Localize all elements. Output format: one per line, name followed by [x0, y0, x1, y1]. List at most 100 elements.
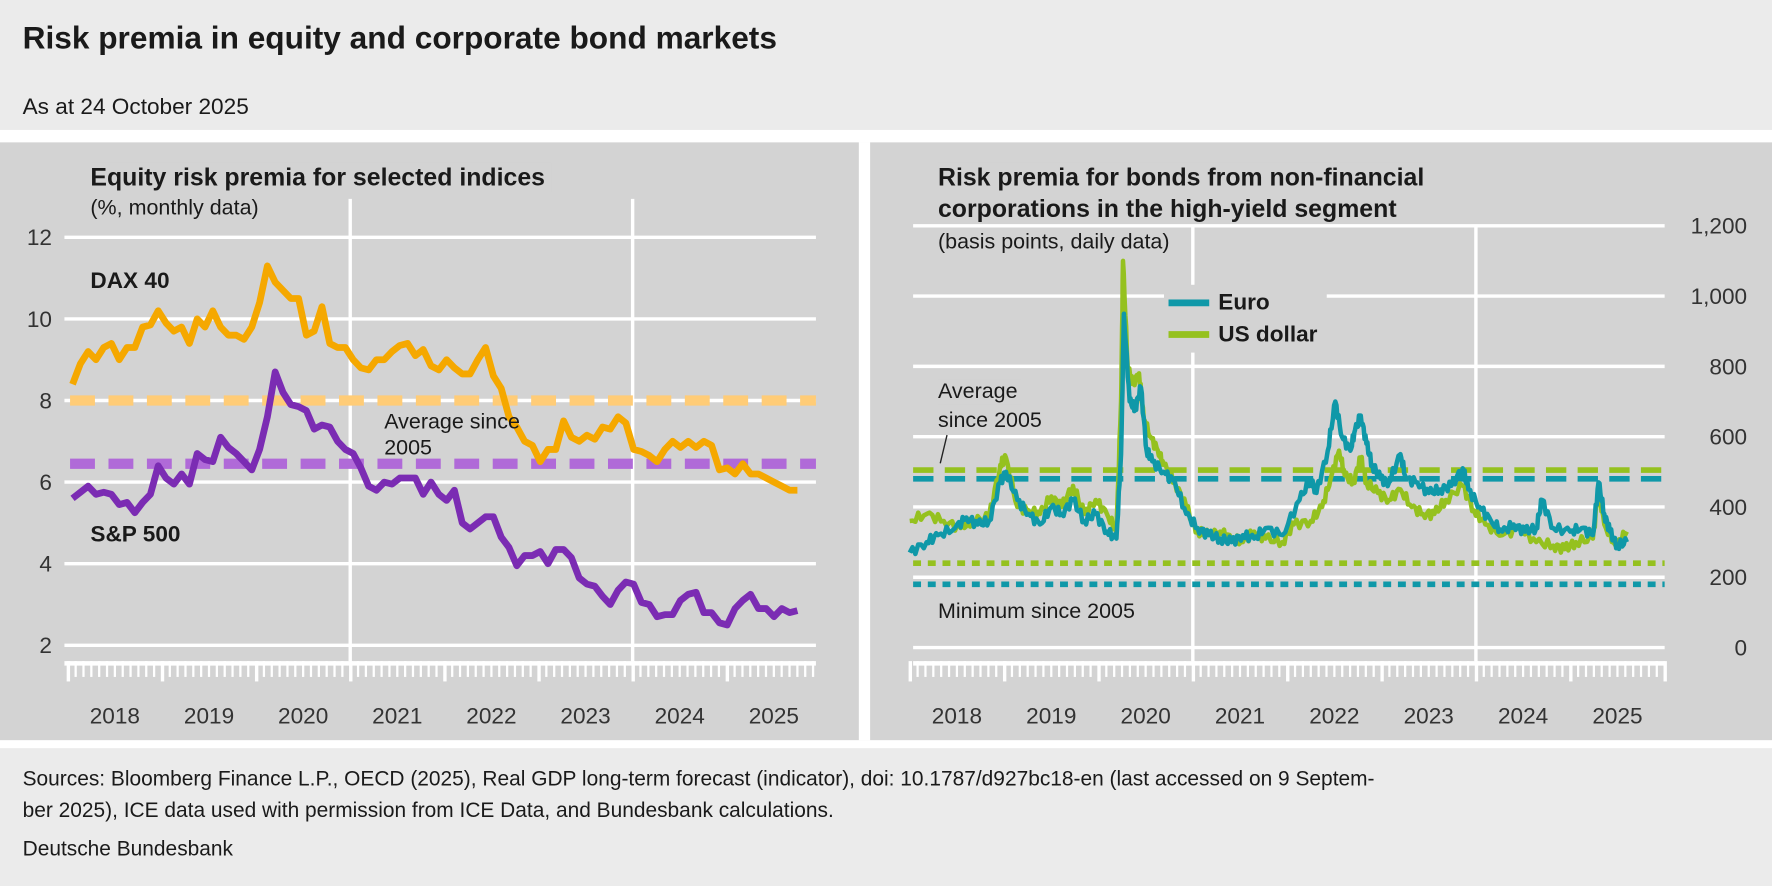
- x-axis-tick: [98, 661, 101, 677]
- x-axis-tick: [231, 661, 234, 677]
- x-axis-tick: [1183, 661, 1187, 677]
- x-axis-tick: [176, 661, 179, 677]
- x-tick-label: 2022: [1309, 703, 1359, 728]
- x-axis-tick: [1246, 661, 1249, 677]
- x-axis-tick: [1042, 661, 1045, 677]
- x-axis-tick: [764, 661, 768, 677]
- x-axis-tick: [1663, 661, 1667, 682]
- x-axis-tick: [623, 661, 626, 677]
- dax-label: DAX 40: [90, 268, 170, 294]
- y-tick-label: 2: [39, 633, 52, 658]
- x-axis-tick: [1278, 661, 1281, 677]
- x-axis-tick: [1223, 661, 1226, 677]
- x-axis-tick: [733, 661, 736, 677]
- x-axis-tick: [309, 661, 313, 677]
- x-axis-tick: [537, 661, 541, 682]
- x-axis-tick: [804, 661, 807, 677]
- x-axis-tick: [1459, 661, 1462, 677]
- x-axis-tick: [427, 661, 430, 677]
- x-axis-tick: [207, 661, 211, 677]
- x-axis-tick: [129, 661, 132, 677]
- x-axis-tick: [1231, 661, 1234, 677]
- x-axis-tick: [1388, 661, 1391, 677]
- x-axis-tick: [404, 661, 407, 677]
- x-axis-tick: [749, 661, 752, 677]
- x-axis-tick: [466, 661, 470, 677]
- x-axis-tick: [545, 661, 548, 677]
- average-annotation: Average since 2005: [384, 410, 520, 460]
- euro-line: [907, 311, 1629, 557]
- legend-item-euro: Euro: [1168, 287, 1318, 319]
- x-axis-tick: [113, 661, 117, 677]
- x-axis-tick: [435, 661, 438, 677]
- x-axis-tick: [662, 661, 666, 677]
- x-axis-tick: [474, 661, 477, 677]
- x-axis-tick: [82, 661, 85, 677]
- x-axis-tick: [262, 661, 266, 677]
- x-axis-tick: [1325, 661, 1328, 677]
- x-axis-tick: [1616, 661, 1619, 677]
- x-axis-tick: [1655, 661, 1658, 677]
- x-axis-tick: [380, 661, 383, 677]
- x-axis-tick: [709, 661, 713, 677]
- divider: [0, 740, 1772, 749]
- equity-chart-title: Equity risk premia for selected indices: [90, 162, 552, 193]
- x-axis-tick: [1254, 661, 1257, 677]
- y-tick-label: 10: [27, 307, 52, 332]
- x-axis-tick: [1561, 661, 1564, 677]
- bond-chart-title-line1: Risk premia for bonds from non-financial: [937, 162, 1432, 193]
- x-axis-tick: [325, 661, 328, 677]
- x-axis-tick: [796, 661, 799, 677]
- x-axis-tick: [908, 661, 912, 682]
- x-axis-tick: [1396, 661, 1399, 677]
- x-axis-tick: [200, 661, 203, 677]
- x-tick-label: 2021: [1215, 703, 1265, 728]
- legend-label-euro: Euro: [1218, 289, 1270, 315]
- x-axis-tick: [341, 661, 344, 677]
- y-tick-label: 800: [1709, 354, 1747, 379]
- x-axis-tick: [1018, 661, 1021, 677]
- x-axis-tick: [152, 661, 156, 677]
- x-axis-tick: [702, 661, 705, 677]
- y-tick-label: 6: [39, 470, 52, 495]
- x-axis-tick: [607, 661, 611, 677]
- average-annotation-line2: since 2005: [937, 409, 1047, 434]
- x-axis-tick: [1238, 661, 1242, 677]
- x-axis-tick: [1521, 661, 1525, 677]
- x-axis-tick: [932, 661, 935, 677]
- x-axis-tick: [647, 661, 650, 677]
- x-axis-tick: [1136, 661, 1139, 677]
- legend-swatch-euro: [1168, 299, 1210, 307]
- y-tick-label: 200: [1709, 565, 1747, 590]
- x-axis-tick: [686, 661, 689, 677]
- dax-line: [69, 262, 798, 494]
- x-axis-tick: [1286, 661, 1290, 682]
- annotation-pointer: [939, 434, 948, 464]
- x-axis-tick: [971, 661, 974, 677]
- x-axis-tick: [372, 661, 375, 677]
- x-axis-tick: [670, 661, 673, 677]
- x-axis-tick: [1081, 661, 1084, 677]
- sp500-label: S&P 500: [90, 522, 181, 547]
- x-axis-tick: [1105, 661, 1108, 677]
- x-tick-label: 2024: [655, 703, 705, 728]
- x-axis-tick: [1569, 661, 1573, 682]
- y-tick-label: 600: [1709, 425, 1747, 450]
- legend: Euro US dollar: [1164, 284, 1327, 353]
- x-axis-tick: [1537, 661, 1540, 677]
- x-tick-label: 2025: [749, 703, 799, 728]
- x-axis-tick: [1435, 661, 1438, 677]
- x-axis-tick: [145, 661, 148, 677]
- x-axis-tick: [940, 661, 943, 677]
- x-axis-tick: [270, 661, 273, 677]
- x-axis-tick: [780, 661, 783, 677]
- x-axis-tick: [239, 661, 242, 677]
- x-axis-tick: [916, 661, 919, 677]
- x-axis-tick: [1199, 661, 1202, 677]
- x-axis-tick: [741, 661, 744, 677]
- x-axis-tick: [1624, 661, 1627, 677]
- x-axis-tick: [411, 661, 415, 677]
- x-axis-tick: [66, 661, 71, 682]
- x-axis-tick: [1026, 661, 1029, 677]
- x-axis-tick: [1128, 661, 1132, 677]
